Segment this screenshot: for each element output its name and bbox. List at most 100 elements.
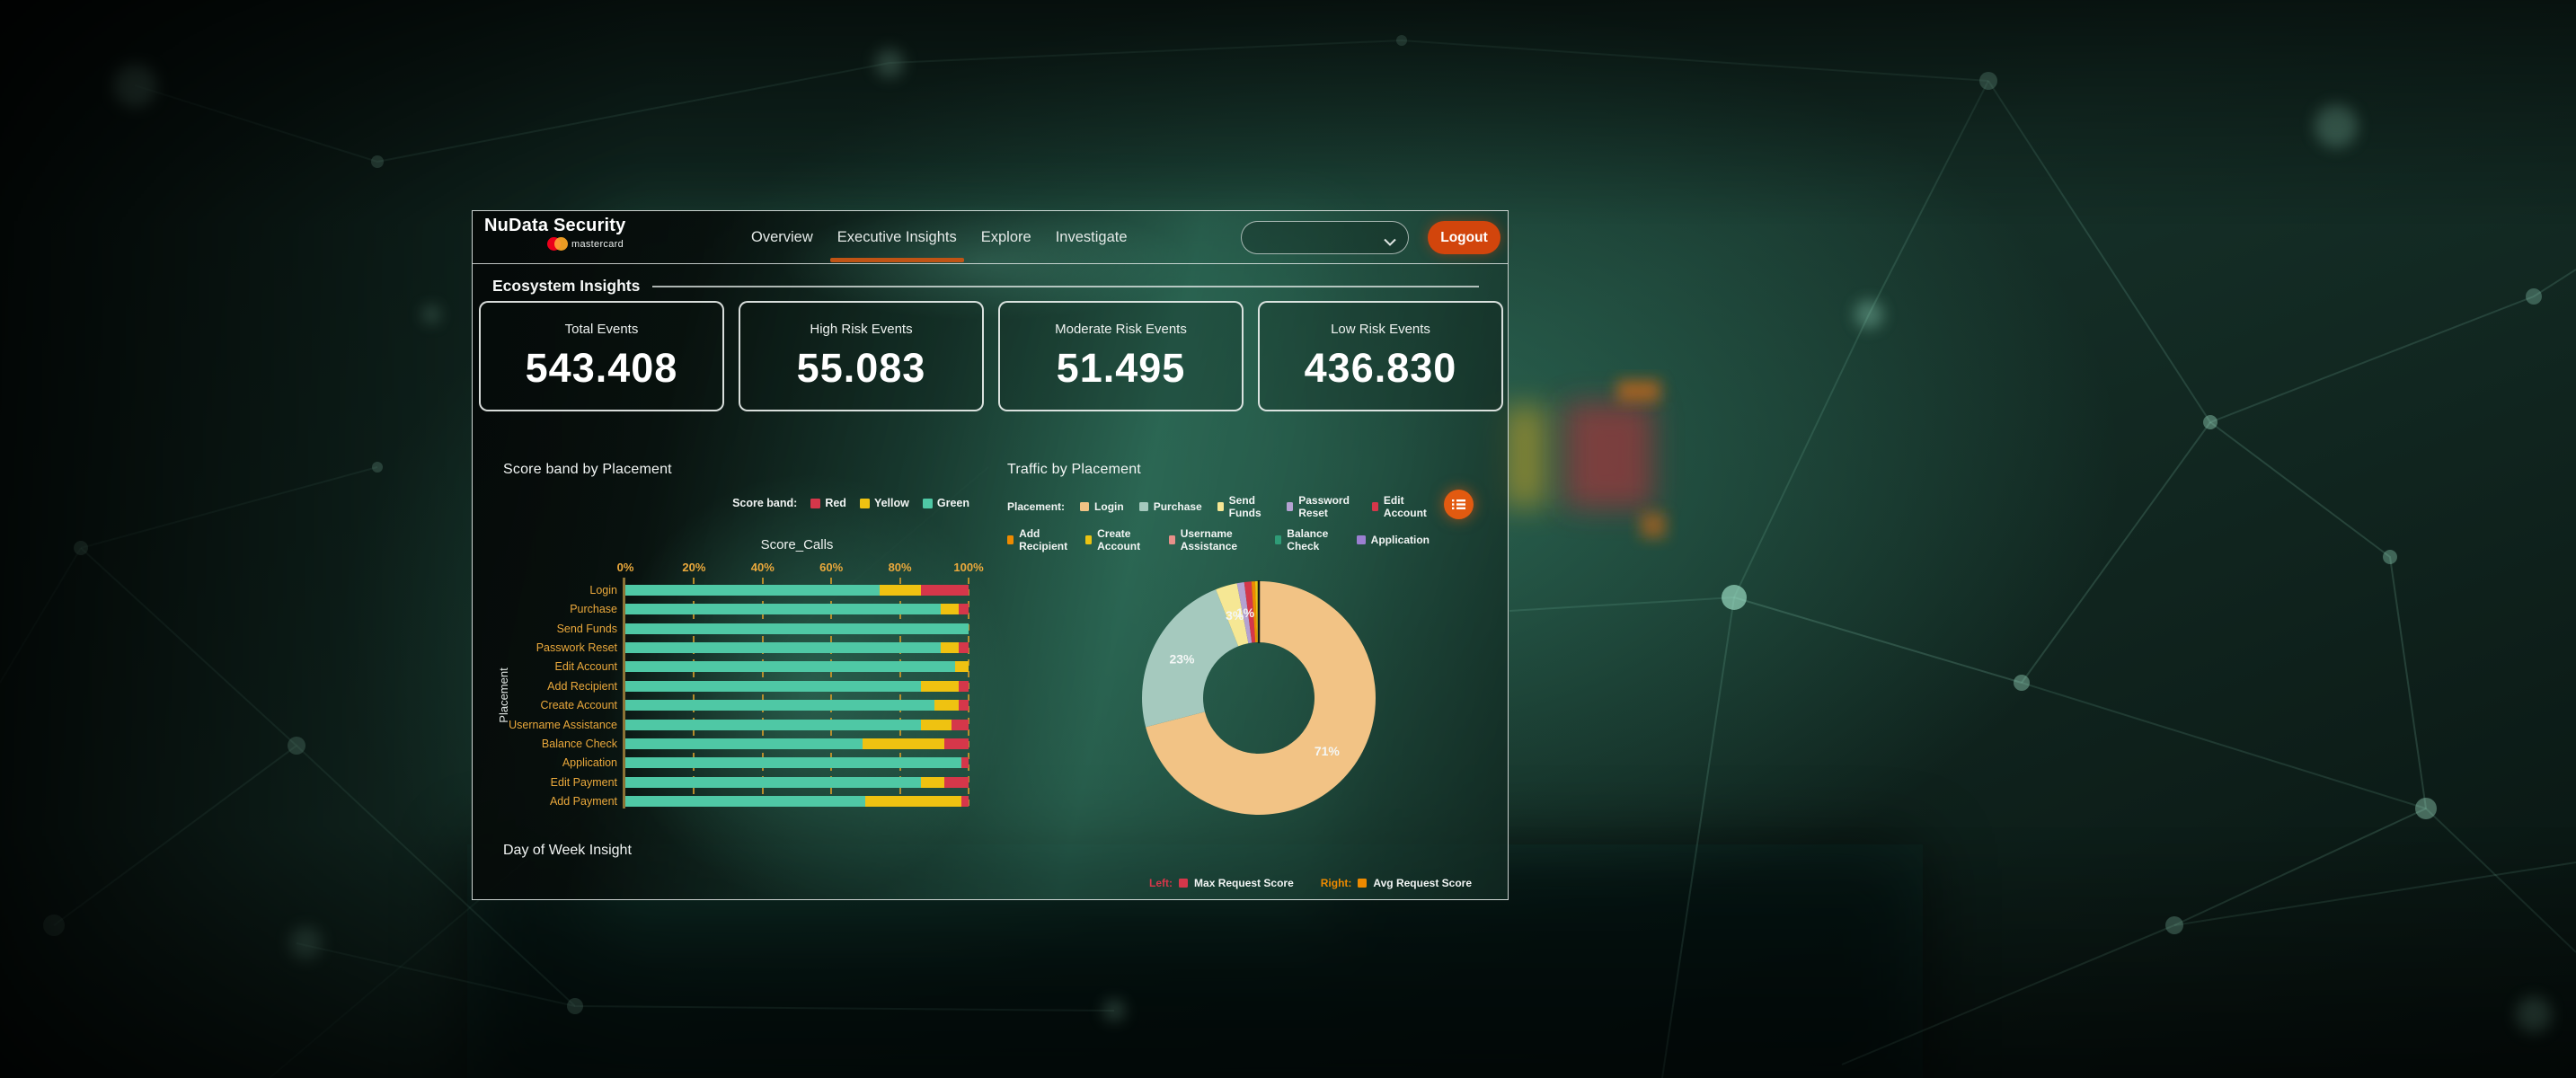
donut-slice-login[interactable] — [1146, 581, 1376, 815]
legend-item-green[interactable]: Green — [922, 497, 969, 509]
logout-button[interactable]: Logout — [1428, 221, 1500, 254]
stat-card-label: Total Events — [564, 322, 639, 337]
bar-row: Balance Check — [542, 738, 969, 750]
legend-item-red[interactable]: Red — [810, 497, 846, 509]
x-tick-label: 40% — [750, 561, 775, 574]
legend-item-balance-check[interactable]: Balance Check — [1275, 527, 1341, 552]
traffic-legend-title: Placement: — [1007, 500, 1066, 513]
legend-chip-icon — [1179, 879, 1189, 888]
bar-segment-red[interactable] — [961, 757, 969, 769]
legend-item-label: Yellow — [873, 497, 909, 509]
legend-item-create-account[interactable]: Create Account — [1085, 527, 1154, 552]
stat-card-value: 436.830 — [1304, 345, 1457, 391]
bar-segment-yellow[interactable] — [862, 738, 945, 749]
bar-segment-yellow[interactable] — [865, 795, 962, 807]
main-nav: Overview Executive Insights Explore Investi… — [751, 211, 1128, 263]
x-tick-label: 60% — [819, 561, 844, 574]
bar-segment-red[interactable] — [958, 700, 969, 711]
stat-cards: Total Events 543.408 High Risk Events 55.08… — [479, 301, 1503, 411]
y-axis-line — [623, 578, 625, 808]
bar-segment-yellow[interactable] — [920, 680, 959, 692]
mastercard-orange-circle-icon — [554, 237, 568, 251]
dow-legend-label: Max Request Score — [1194, 877, 1294, 889]
bar-segment-green[interactable] — [625, 757, 962, 769]
legend-item-label: Create Account — [1097, 527, 1141, 552]
stat-card: High Risk Events 55.083 — [739, 301, 984, 411]
bar-segment-green[interactable] — [625, 738, 863, 749]
nav-item-overview[interactable]: Overview — [751, 228, 813, 245]
bar-segment-green[interactable] — [625, 642, 942, 654]
legend-item-purchase[interactable]: Purchase — [1138, 500, 1202, 513]
bar-segment-green[interactable] — [625, 776, 921, 788]
bar-segment-green[interactable] — [625, 623, 969, 634]
bar-segment-yellow[interactable] — [920, 776, 945, 788]
section-divider — [652, 286, 1479, 287]
bar-segment-green[interactable] — [625, 719, 921, 730]
bar-segment-yellow[interactable] — [941, 604, 959, 615]
bar-segment-yellow[interactable] — [954, 661, 969, 673]
donut-slice-add-recipient[interactable] — [1251, 581, 1258, 643]
bar-segment-yellow[interactable] — [941, 642, 959, 654]
bar-segment-green[interactable] — [625, 661, 955, 673]
brand-subtitle: mastercard — [571, 238, 624, 250]
x-axis-title: Score_Calls — [760, 537, 834, 552]
score-band-legend-title: Score band: — [732, 497, 798, 509]
nav-item-investigate[interactable]: Investigate — [1055, 228, 1128, 245]
bar-track — [625, 719, 969, 730]
legend-item-label: Purchase — [1153, 500, 1202, 513]
bar-segment-green[interactable] — [625, 795, 866, 807]
bar-segment-yellow[interactable] — [934, 700, 959, 711]
bar-row: Login — [589, 584, 969, 596]
legend-chip-icon — [1358, 879, 1368, 888]
bar-segment-red[interactable] — [961, 795, 969, 807]
bar-track — [625, 776, 969, 788]
bar-category-label: Login — [589, 584, 617, 596]
bar-segment-yellow[interactable] — [879, 585, 921, 596]
bar-segment-green[interactable] — [625, 585, 880, 596]
bar-segment-red[interactable] — [958, 604, 969, 615]
bar-row: Passwork Reset — [536, 641, 969, 654]
legend-item-edit-account[interactable]: Edit Account — [1371, 494, 1430, 519]
legend-menu-button[interactable] — [1444, 490, 1474, 519]
bar-segment-green[interactable] — [625, 680, 921, 692]
nav-item-executive-insights[interactable]: Executive Insights — [829, 211, 964, 263]
filter-dropdown[interactable] — [1241, 221, 1409, 254]
traffic-chart: Traffic by Placement Placement: Login Purc… — [1007, 462, 1479, 839]
legend-item-send-funds[interactable]: Send Funds — [1217, 494, 1272, 519]
bar-segment-green[interactable] — [625, 604, 942, 615]
legend-item-login[interactable]: Login — [1080, 500, 1124, 513]
donut-slice-password-reset[interactable] — [1236, 582, 1253, 644]
bar-segment-green[interactable] — [625, 700, 934, 711]
legend-chip-icon — [1168, 535, 1175, 544]
x-tick-label: 0% — [616, 561, 634, 574]
legend-item-yellow[interactable]: Yellow — [859, 497, 909, 509]
legend-chip-icon — [1080, 502, 1090, 511]
bar-segment-red[interactable] — [958, 680, 969, 692]
donut-slice-edit-account[interactable] — [1244, 581, 1256, 643]
donut-slice-create-account[interactable] — [1254, 581, 1259, 643]
bar-category-label: Edit Payment — [550, 775, 617, 789]
bar-row: Add Recipient — [547, 680, 969, 693]
legend-chip-icon — [1085, 535, 1093, 544]
bar-category-label: Add Payment — [549, 794, 617, 808]
legend-item-add-recipient[interactable]: Add Recipient — [1007, 527, 1070, 552]
legend-item-password-reset[interactable]: Password Reset — [1287, 494, 1357, 519]
legend-chip-icon — [1287, 502, 1294, 511]
bar-track — [625, 700, 969, 711]
bar-row: Username Assistance — [509, 719, 969, 731]
bar-segment-red[interactable] — [920, 585, 969, 596]
bar-segment-red[interactable] — [944, 776, 969, 788]
legend-item-username-assistance[interactable]: Username Assistance — [1168, 527, 1261, 552]
bar-category-label: Add Recipient — [547, 679, 617, 693]
dashboard-panel: NuData Security mastercard Overview Execu… — [472, 204, 1509, 903]
bar-segment-red[interactable] — [951, 719, 969, 730]
donut-slice-send-funds[interactable] — [1216, 583, 1249, 647]
nav-item-explore[interactable]: Explore — [980, 228, 1031, 245]
donut-slice-purchase[interactable] — [1142, 589, 1239, 728]
y-axis-title: Placement — [497, 667, 510, 723]
bar-segment-red[interactable] — [958, 642, 969, 654]
legend-item-application[interactable]: Application — [1356, 534, 1430, 546]
bar-segment-yellow[interactable] — [920, 719, 952, 730]
bar-segment-red[interactable] — [944, 738, 969, 749]
legend-chip-icon — [922, 498, 933, 508]
